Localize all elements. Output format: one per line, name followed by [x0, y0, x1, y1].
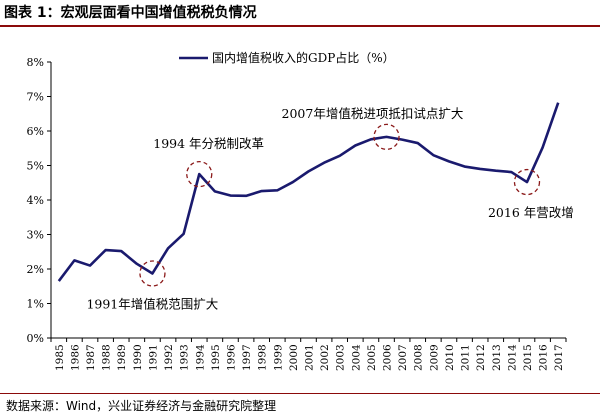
y-tick-label: 4% [27, 194, 44, 207]
x-tick-label: 2008 [413, 344, 425, 371]
x-tick-label: 1996 [225, 344, 237, 371]
y-tick-label: 5% [27, 160, 44, 173]
y-tick-label: 0% [27, 332, 44, 345]
y-tick-label: 3% [27, 229, 44, 242]
y-tick-label: 6% [27, 125, 44, 138]
annotation-label: 1994 年分税制改革 [153, 136, 264, 151]
x-tick-label: 1991 [147, 344, 159, 371]
x-tick-label: 2010 [444, 344, 456, 371]
x-tick-label: 1993 [179, 344, 191, 371]
annotation-marker [373, 123, 400, 151]
x-tick-label: 1988 [101, 344, 113, 371]
annotation-marker [139, 260, 166, 287]
x-tick-label: 1987 [85, 344, 97, 371]
series-line [57, 102, 560, 282]
annotation-marker [186, 160, 213, 188]
annotation-label: 1991年增值税范围扩大 [86, 296, 218, 311]
x-tick-label: 2014 [506, 344, 518, 371]
annotation-label: 2007年增值税进项抵扣试点扩大 [282, 106, 464, 121]
y-tick-label: 1% [27, 298, 44, 311]
x-tick-label: 2017 [553, 344, 565, 371]
x-tick-label: 2002 [319, 344, 331, 371]
x-tick-label: 1998 [257, 344, 269, 371]
x-tick-label: 1994 [194, 344, 206, 371]
vat-gdp-line-chart: 0% 1% 2% 3% 4% 5% 6% 7% 8% 1985 1986 1987 1988 1989 19… [27, 50, 574, 371]
y-tick-label: 2% [27, 263, 44, 276]
data-source-note: 数据来源：Wind，兴业证券经济与金融研究院整理 [6, 399, 277, 413]
title-rule [0, 25, 600, 27]
x-tick-label: 2011 [460, 344, 472, 371]
x-tick-label: 1992 [163, 344, 175, 371]
y-tick-label: 7% [27, 91, 44, 104]
x-tick-label: 2013 [491, 344, 503, 371]
x-tick-label: 2016 [538, 344, 550, 371]
x-tick-label: 2006 [382, 344, 394, 371]
x-tick-label: 2003 [335, 344, 347, 371]
y-tick-label: 8% [27, 56, 44, 69]
x-tick-label: 2009 [428, 344, 440, 371]
x-tick-label: 1985 [54, 344, 66, 371]
x-tick-label: 2007 [397, 344, 409, 371]
x-tick-label: 1999 [272, 344, 284, 371]
x-tick-label: 2015 [522, 344, 534, 371]
annotation-label: 2016 年营改增 [488, 205, 574, 220]
x-tick-label: 2005 [366, 344, 378, 371]
x-tick-label: 1997 [241, 344, 253, 371]
x-tick-label: 1990 [132, 344, 144, 371]
x-tick-label: 2001 [304, 344, 316, 371]
x-tick-label: 1995 [210, 344, 222, 371]
source-rule [0, 393, 600, 394]
figure-title: 图表 1：宏观层面看中国增值税税负情况 [4, 5, 257, 21]
x-tick-label: 2012 [475, 344, 487, 371]
annotation-marker [513, 168, 541, 196]
x-tick-label: 2004 [350, 344, 362, 371]
legend-label: 国内增值税收入的GDP占比（%） [212, 50, 395, 65]
x-tick-label: 2000 [288, 344, 300, 371]
x-tick-label: 1989 [116, 344, 128, 371]
x-tick-label: 1986 [69, 344, 81, 371]
